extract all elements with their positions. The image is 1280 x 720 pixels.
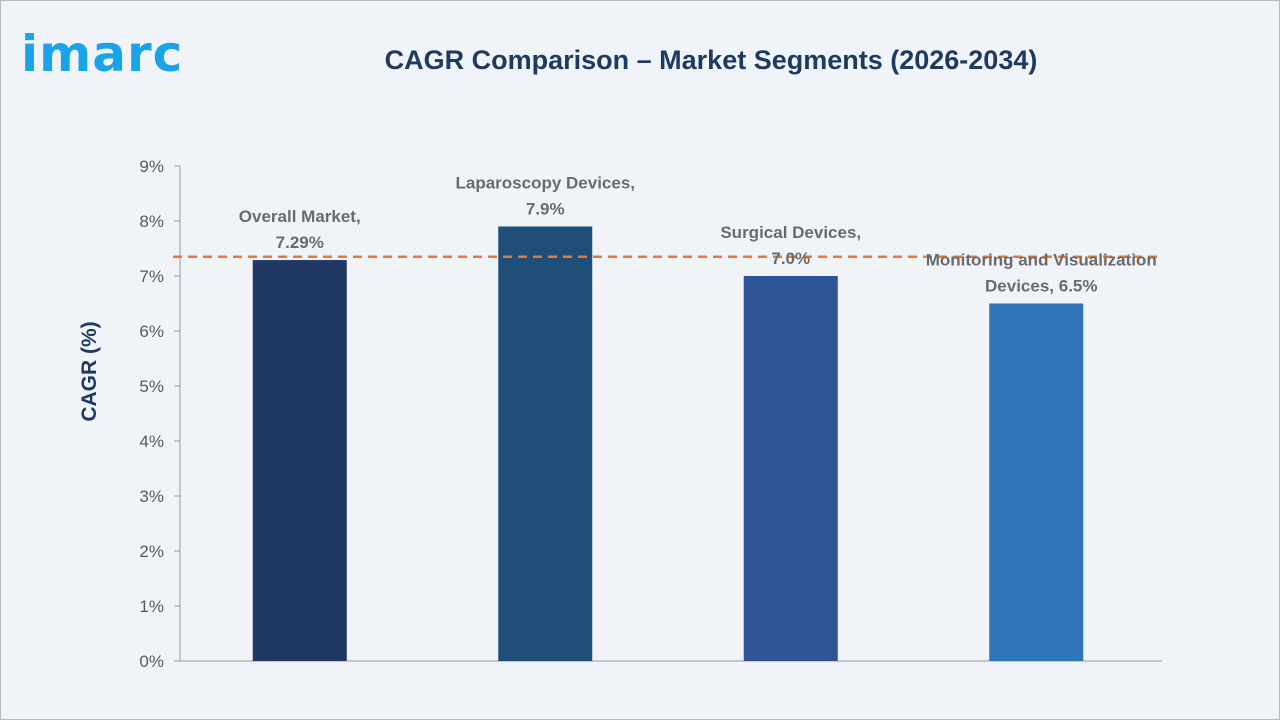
y-tick-label: 2% [139, 542, 164, 561]
y-tick-label: 5% [139, 377, 164, 396]
data-label-line: Devices, 6.5% [985, 277, 1097, 296]
bar [252, 260, 347, 661]
data-label-line: Surgical Devices, [720, 223, 861, 242]
data-label-line: 7.0% [771, 249, 810, 268]
y-tick-label: 6% [139, 322, 164, 341]
data-label-line: 7.29% [276, 233, 324, 252]
data-label-line: Overall Market, [239, 207, 361, 226]
data-label: Surgical Devices, 7.0% [720, 223, 861, 268]
data-label: Laparoscopy Devices, 7.9% [455, 174, 635, 219]
bar [743, 276, 838, 661]
y-tick-label: 7% [139, 267, 164, 286]
bars [252, 226, 1084, 661]
data-label-line: Monitoring and Visualization [926, 251, 1157, 270]
data-label: Monitoring and Visualization Devices, 6.5… [926, 251, 1157, 296]
data-label: Overall Market, 7.29% [239, 207, 361, 252]
data-label-line: 7.9% [526, 200, 565, 219]
y-tick-label: 3% [139, 487, 164, 506]
y-ticks: 0% 1% 2% 3% 4% 5% 6% 7% 8% 9% [139, 157, 180, 671]
chart-title: CAGR Comparison – Market Segments (2026-… [384, 45, 1038, 75]
imarc-logo: imarc [21, 25, 184, 83]
y-tick-label: 0% [139, 652, 164, 671]
y-tick-label: 8% [139, 212, 164, 231]
data-labels: Overall Market, 7.29% Laparoscopy Devices,… [239, 174, 1157, 296]
y-tick-label: 9% [139, 157, 164, 176]
y-axis-label: CAGR (%) [78, 321, 101, 421]
data-label-line: Laparoscopy Devices, [455, 174, 635, 193]
y-tick-label: 1% [139, 597, 164, 616]
bar [498, 226, 593, 661]
y-tick-label: 4% [139, 432, 164, 451]
bar [989, 303, 1084, 661]
